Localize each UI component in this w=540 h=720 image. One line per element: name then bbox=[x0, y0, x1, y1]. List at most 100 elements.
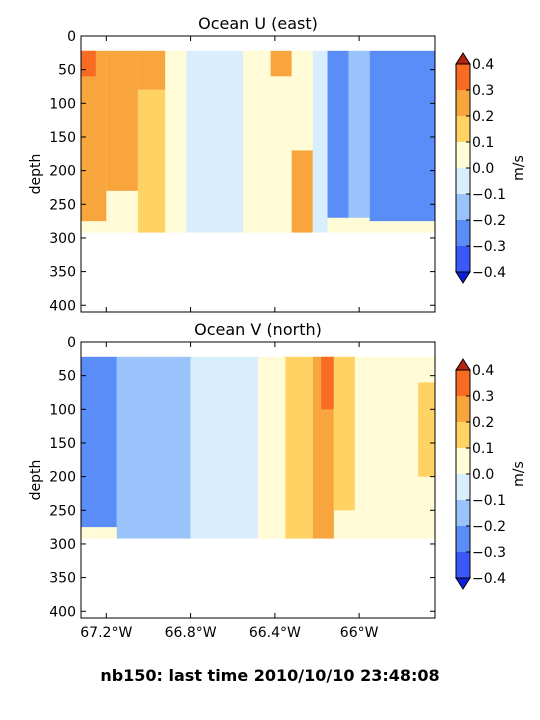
colorbar-segment bbox=[456, 500, 470, 526]
colorbar-segment bbox=[456, 396, 470, 422]
colorbar-extend-max bbox=[455, 52, 471, 65]
y-tick-label: 400 bbox=[49, 298, 76, 314]
colorbar-extend-max bbox=[455, 358, 471, 371]
y-tick-label: 100 bbox=[49, 96, 76, 112]
data-cell bbox=[243, 50, 271, 233]
data-field bbox=[81, 50, 435, 233]
data-cell bbox=[190, 356, 233, 539]
y-tick-label: 400 bbox=[49, 604, 76, 620]
y-tick-label: 250 bbox=[49, 503, 76, 519]
y-tick-label: 100 bbox=[49, 402, 76, 418]
colorbar-tick-label: 0.0 bbox=[472, 467, 494, 483]
x-tick-label: 66.4°W bbox=[249, 625, 301, 641]
chart-title: Ocean V (north) bbox=[194, 320, 322, 339]
colorbar-segment bbox=[456, 168, 470, 194]
y-tick-label: 300 bbox=[49, 231, 76, 247]
data-cell bbox=[291, 50, 313, 77]
colorbar-tick-label: 0.3 bbox=[472, 389, 494, 405]
colorbar-segment bbox=[456, 90, 470, 116]
data-cell bbox=[137, 89, 166, 233]
y-tick-label: 300 bbox=[49, 537, 76, 553]
y-axis-label: depth bbox=[28, 154, 44, 195]
chart-title: Ocean U (east) bbox=[198, 14, 318, 33]
data-cell bbox=[116, 356, 149, 539]
data-cell bbox=[165, 50, 187, 233]
data-cell bbox=[148, 356, 191, 539]
y-axis-label: depth bbox=[28, 460, 44, 501]
data-cell bbox=[369, 50, 435, 222]
y-tick-label: 50 bbox=[58, 63, 76, 79]
colorbar: 0.4 0.3 0.2 0.1 0.0 −0.1 −0.2 −0.3 −0.4 m/s bbox=[455, 52, 527, 284]
y-tick-label: 150 bbox=[49, 130, 76, 146]
y-tick-label: 150 bbox=[49, 436, 76, 452]
colorbar-tick-label: −0.1 bbox=[472, 187, 506, 203]
data-cell bbox=[232, 356, 258, 423]
colorbar-segment bbox=[456, 194, 470, 220]
data-cell bbox=[232, 422, 258, 539]
data-cell bbox=[327, 50, 349, 218]
data-cell bbox=[285, 356, 313, 539]
x-tick-label: 66°W bbox=[340, 625, 379, 641]
y-tick-label: 200 bbox=[49, 164, 76, 180]
colorbar-extend-min bbox=[455, 577, 471, 590]
colorbar-segment bbox=[456, 474, 470, 500]
colorbar-tick-label: −0.3 bbox=[472, 545, 506, 561]
data-cell bbox=[81, 50, 96, 77]
colorbar-tick-label: 0.3 bbox=[472, 83, 494, 99]
data-cell bbox=[81, 50, 107, 222]
colorbar-tick-label: −0.4 bbox=[472, 265, 506, 281]
y-tick-label: 350 bbox=[49, 265, 76, 281]
data-cell bbox=[270, 76, 292, 233]
data-cell bbox=[137, 50, 166, 90]
data-cell bbox=[312, 50, 328, 233]
colorbar-extend-min bbox=[455, 271, 471, 284]
colorbar-tick-label: 0.1 bbox=[472, 135, 494, 151]
colorbar-segment bbox=[456, 526, 470, 552]
colorbar-segment bbox=[456, 552, 470, 578]
x-tick-label: 66.8°W bbox=[165, 625, 217, 641]
colorbar-tick-label: −0.4 bbox=[472, 571, 506, 587]
colorbar-segment bbox=[456, 448, 470, 474]
y-tick-label: 250 bbox=[49, 197, 76, 213]
colorbar-segment bbox=[456, 116, 470, 142]
data-cell bbox=[348, 50, 370, 218]
axes-frame bbox=[80, 35, 436, 313]
colorbar-label: m/s bbox=[511, 461, 527, 487]
colorbar-tick-label: −0.1 bbox=[472, 493, 506, 509]
y-tick-label: 200 bbox=[49, 470, 76, 486]
colorbar-segment bbox=[456, 422, 470, 448]
data-cell bbox=[418, 382, 435, 477]
colorbar-tick-label: 0.1 bbox=[472, 441, 494, 457]
colorbar-tick-label: 0.4 bbox=[472, 363, 494, 379]
axes-frame bbox=[80, 341, 436, 619]
colorbar-segment bbox=[456, 64, 470, 90]
chart-panel-1: Ocean U (east) 0 50 100 150 200 250 300 350 400 de… bbox=[28, 14, 527, 314]
data-cell bbox=[291, 76, 313, 151]
colorbar-segment bbox=[456, 220, 470, 246]
data-field bbox=[81, 356, 435, 539]
colorbar-segment bbox=[456, 246, 470, 272]
colorbar-tick-label: 0.2 bbox=[472, 109, 494, 125]
y-tick-label: 0 bbox=[67, 29, 76, 45]
data-cell bbox=[258, 356, 286, 539]
data-cell bbox=[186, 50, 244, 233]
chart-panel-2: Ocean V (north) 0 50 100 150 200 250 300 350 400 d… bbox=[28, 320, 527, 641]
colorbar-tick-label: 0.2 bbox=[472, 415, 494, 431]
colorbar-tick-label: −0.3 bbox=[472, 239, 506, 255]
data-cell bbox=[333, 356, 355, 511]
data-cell bbox=[106, 50, 138, 191]
y-tick-label: 50 bbox=[58, 369, 76, 385]
colorbar-tick-label: −0.2 bbox=[472, 519, 506, 535]
colorbar-tick-label: −0.2 bbox=[472, 213, 506, 229]
figure-title: nb150: last time 2010/10/10 23:48:08 bbox=[100, 666, 440, 685]
data-cell bbox=[270, 50, 292, 77]
colorbar-tick-label: 0.4 bbox=[472, 57, 494, 73]
x-tick-label: 67.2°W bbox=[80, 625, 132, 641]
data-cell bbox=[321, 356, 334, 410]
data-cell bbox=[81, 356, 117, 528]
colorbar-segment bbox=[456, 370, 470, 396]
colorbar-segment bbox=[456, 142, 470, 168]
y-tick-label: 350 bbox=[49, 571, 76, 587]
data-cell bbox=[291, 150, 313, 233]
